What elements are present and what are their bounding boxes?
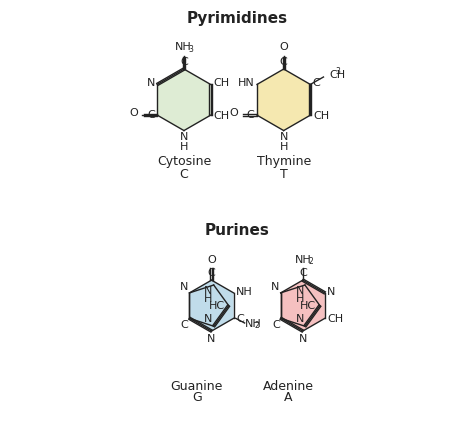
Text: G: G	[192, 391, 201, 404]
Text: CH: CH	[214, 111, 230, 121]
Polygon shape	[281, 280, 325, 331]
Text: C: C	[247, 110, 255, 120]
Text: N: N	[271, 282, 280, 292]
Text: H: H	[295, 294, 304, 304]
Text: Pyrimidines: Pyrimidines	[186, 11, 288, 26]
Text: H: H	[280, 142, 288, 152]
Text: NH: NH	[236, 287, 253, 297]
Text: CH: CH	[328, 314, 344, 324]
Text: N: N	[299, 333, 307, 344]
Text: N: N	[146, 78, 155, 88]
Text: O: O	[229, 109, 238, 119]
Text: 3: 3	[335, 68, 340, 76]
Text: N: N	[180, 282, 189, 292]
Text: H: H	[204, 294, 213, 304]
Text: 2: 2	[254, 321, 259, 330]
Text: O: O	[207, 255, 216, 265]
Text: N: N	[204, 314, 213, 324]
Text: 2: 2	[309, 257, 313, 266]
Text: HN: HN	[238, 78, 255, 88]
Text: NH: NH	[245, 319, 262, 329]
Polygon shape	[157, 69, 210, 131]
Text: N: N	[204, 286, 213, 296]
Text: C: C	[180, 57, 188, 68]
Text: N: N	[328, 287, 336, 297]
Text: Adenine: Adenine	[263, 380, 313, 393]
Text: 3: 3	[189, 45, 193, 54]
Text: NH: NH	[294, 255, 311, 265]
Text: Purines: Purines	[205, 223, 269, 238]
Text: NH: NH	[174, 42, 191, 52]
Text: HC: HC	[209, 301, 225, 310]
Text: Thymine: Thymine	[256, 155, 311, 168]
Text: C: C	[313, 78, 320, 88]
Text: CH: CH	[329, 70, 345, 80]
Text: CH: CH	[313, 111, 329, 121]
Text: N: N	[295, 286, 304, 296]
Text: C: C	[181, 320, 189, 330]
Text: C: C	[147, 110, 155, 120]
Text: C: C	[280, 57, 288, 68]
Text: HC: HC	[300, 301, 316, 310]
Polygon shape	[190, 285, 228, 326]
Polygon shape	[281, 285, 320, 326]
Text: N: N	[295, 314, 304, 324]
Text: Cytosine: Cytosine	[157, 155, 211, 168]
Text: N: N	[180, 132, 188, 142]
Text: A: A	[283, 391, 292, 404]
Text: C: C	[272, 320, 280, 330]
Polygon shape	[190, 280, 234, 331]
Text: O: O	[129, 109, 138, 119]
Text: CH: CH	[214, 78, 230, 88]
Text: C: C	[299, 268, 307, 278]
Text: O: O	[280, 42, 289, 52]
Text: N: N	[207, 333, 216, 344]
Text: C: C	[208, 268, 215, 278]
Polygon shape	[257, 69, 310, 131]
Text: C: C	[180, 168, 188, 181]
Text: Guanine: Guanine	[171, 380, 223, 393]
Text: C: C	[236, 314, 244, 324]
Text: H: H	[180, 142, 188, 152]
Text: T: T	[280, 168, 288, 181]
Text: N: N	[280, 132, 288, 142]
